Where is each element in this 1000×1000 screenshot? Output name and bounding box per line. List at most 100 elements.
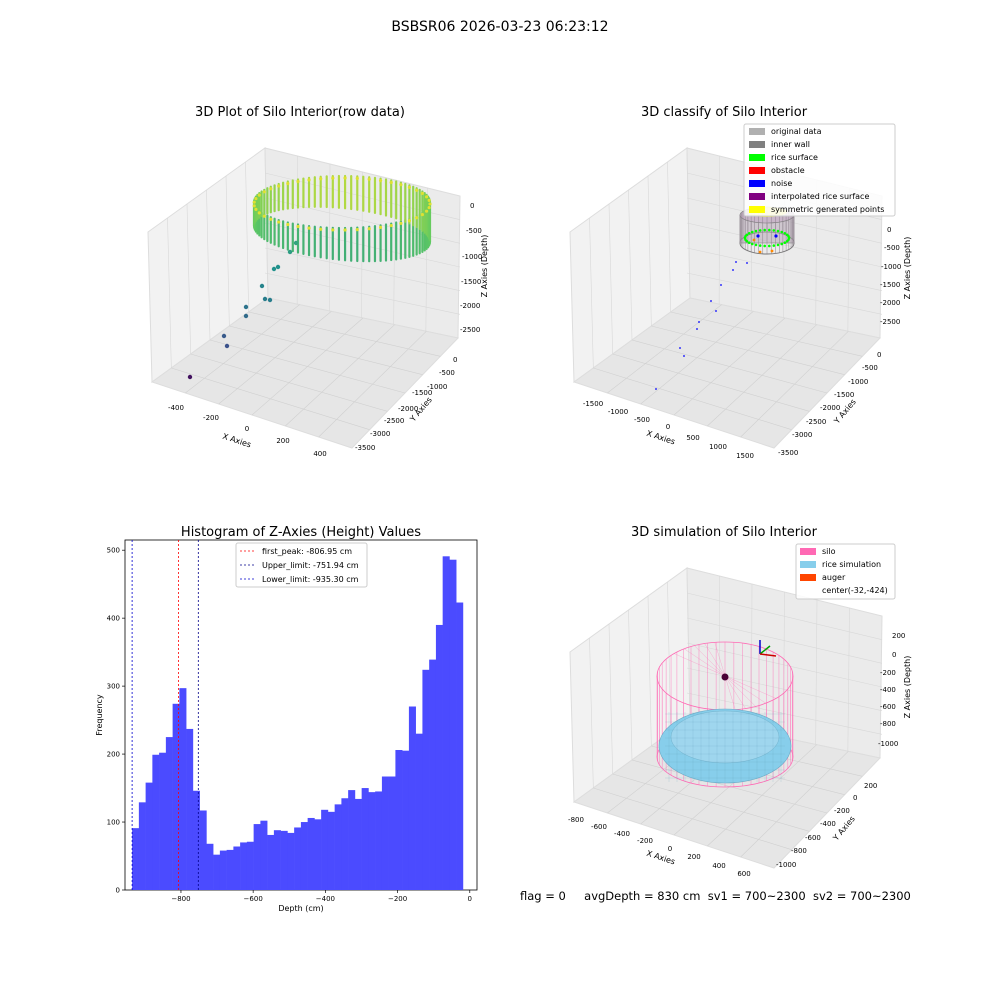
scatter-point bbox=[259, 283, 265, 289]
scatter-point bbox=[367, 177, 371, 181]
grid-line bbox=[264, 247, 461, 291]
histogram-bar bbox=[408, 706, 416, 890]
p1-zlabel: Z Axies (Depth) bbox=[480, 235, 489, 298]
p1-ytick: -3500 bbox=[355, 444, 375, 452]
p4-xtick: -400 bbox=[614, 830, 630, 838]
rice-point bbox=[754, 229, 758, 233]
rice-point bbox=[750, 242, 754, 246]
p4-ytick: -200 bbox=[834, 807, 850, 815]
histogram-bar bbox=[456, 602, 464, 890]
rice-point bbox=[754, 243, 758, 247]
rice-point bbox=[767, 228, 771, 232]
scatter-point bbox=[343, 176, 347, 180]
p2-ytick: -1000 bbox=[848, 378, 868, 386]
histogram-bar bbox=[300, 822, 308, 890]
p4-xtick: 400 bbox=[712, 862, 725, 870]
scatter-point bbox=[262, 296, 268, 302]
p4-xtick: -200 bbox=[637, 837, 653, 845]
p1-ztick: -1500 bbox=[461, 278, 481, 286]
histogram-bars bbox=[132, 556, 464, 890]
rice-point bbox=[763, 244, 767, 248]
scatter-point bbox=[307, 226, 311, 230]
grid-line bbox=[686, 617, 883, 664]
y-tick-label: 0 bbox=[116, 887, 120, 895]
auger-axes-glyph bbox=[759, 640, 777, 657]
grid-line bbox=[608, 203, 613, 355]
histogram-bar bbox=[267, 834, 275, 890]
histogram-y-ticks: 0 100 200 300 400 500 bbox=[107, 547, 125, 895]
histogram-xlabel: Depth (cm) bbox=[278, 904, 323, 913]
rice-point bbox=[767, 244, 771, 248]
noise-point bbox=[696, 328, 698, 330]
p1-ztick: 0 bbox=[470, 202, 474, 210]
scatter-point bbox=[427, 198, 431, 202]
scatter-point bbox=[269, 217, 273, 221]
scatter-point bbox=[262, 190, 266, 194]
histogram-x-ticks: −800 −600 −400 −200 0 bbox=[171, 890, 472, 903]
p4-legend-swatch bbox=[800, 548, 816, 555]
p2-legend-label: interpolated rice surface bbox=[771, 192, 869, 201]
y-tick-label: 500 bbox=[107, 547, 120, 555]
p4-xtick: 200 bbox=[687, 853, 700, 861]
p1-ytick: -2500 bbox=[384, 417, 404, 425]
scatter-point bbox=[331, 228, 335, 232]
auger-y-axis bbox=[759, 645, 771, 655]
grid-line bbox=[589, 217, 594, 369]
histogram-bar bbox=[334, 804, 342, 890]
grid-line bbox=[608, 623, 613, 775]
rice-point bbox=[780, 230, 784, 234]
rice-point bbox=[776, 243, 780, 247]
hist-legend-label: Upper_limit: -751.94 cm bbox=[262, 561, 359, 570]
scatter-point bbox=[420, 212, 424, 217]
grid-line bbox=[686, 247, 883, 291]
scatter-point bbox=[267, 297, 273, 303]
histogram-bar bbox=[233, 846, 241, 890]
p1-ytick: -3000 bbox=[370, 430, 390, 438]
rice-point bbox=[763, 228, 767, 232]
panel-classify-3d: 3D classify of Silo Interior original da… bbox=[569, 105, 912, 460]
histogram-bar bbox=[368, 792, 376, 890]
noise-point bbox=[683, 355, 685, 357]
grid-line bbox=[206, 189, 211, 341]
scatter-point bbox=[399, 221, 403, 225]
scatter-point bbox=[254, 207, 258, 212]
grid-line bbox=[686, 642, 883, 688]
scatter-point bbox=[319, 177, 323, 181]
histogram-bar bbox=[172, 703, 180, 890]
y-tick-label: 100 bbox=[107, 819, 120, 827]
histogram-bar bbox=[138, 802, 146, 890]
p2-xtick: -1000 bbox=[608, 408, 628, 416]
p4-ytick: 200 bbox=[864, 782, 877, 790]
p2-ztick: -2500 bbox=[880, 318, 900, 326]
grid-line bbox=[740, 751, 849, 858]
histogram-bar bbox=[260, 820, 268, 890]
p4-ytick: -800 bbox=[791, 847, 807, 855]
panel-histogram: Histogram of Z-Axies (Height) Values −80… bbox=[95, 525, 478, 913]
hist-legend-label: first_peak: -806.95 cm bbox=[262, 547, 352, 556]
histogram-bar bbox=[213, 854, 221, 890]
histogram-bar bbox=[321, 809, 329, 890]
scatter-point bbox=[296, 224, 300, 229]
noise-point bbox=[655, 388, 657, 390]
p1-xtick: 200 bbox=[276, 437, 289, 445]
p1-ytick: -1000 bbox=[427, 383, 447, 391]
p4-ztick: 200 bbox=[892, 632, 905, 640]
scatter-point bbox=[243, 313, 249, 319]
p1-ytick: 0 bbox=[453, 356, 457, 364]
p4-ytick: -600 bbox=[805, 834, 821, 842]
p1-ztick: -2500 bbox=[460, 326, 480, 334]
p1-ztick: -2000 bbox=[460, 302, 480, 310]
p4-ytick: -1000 bbox=[776, 861, 796, 869]
scatter-point bbox=[407, 219, 412, 223]
p1-xtick: 0 bbox=[245, 425, 249, 433]
scatter-point bbox=[296, 179, 300, 184]
histogram-bar bbox=[435, 624, 443, 890]
p2-ztick: -500 bbox=[884, 244, 900, 252]
p1-ztick: -500 bbox=[466, 227, 482, 235]
scatter-point bbox=[378, 225, 383, 229]
histogram-bar bbox=[287, 832, 295, 890]
scatter-point bbox=[277, 184, 281, 188]
p4-legend-label: silo bbox=[822, 547, 836, 556]
p1-xlabel: X Axies bbox=[221, 432, 252, 450]
x-tick-label: 0 bbox=[468, 895, 472, 903]
